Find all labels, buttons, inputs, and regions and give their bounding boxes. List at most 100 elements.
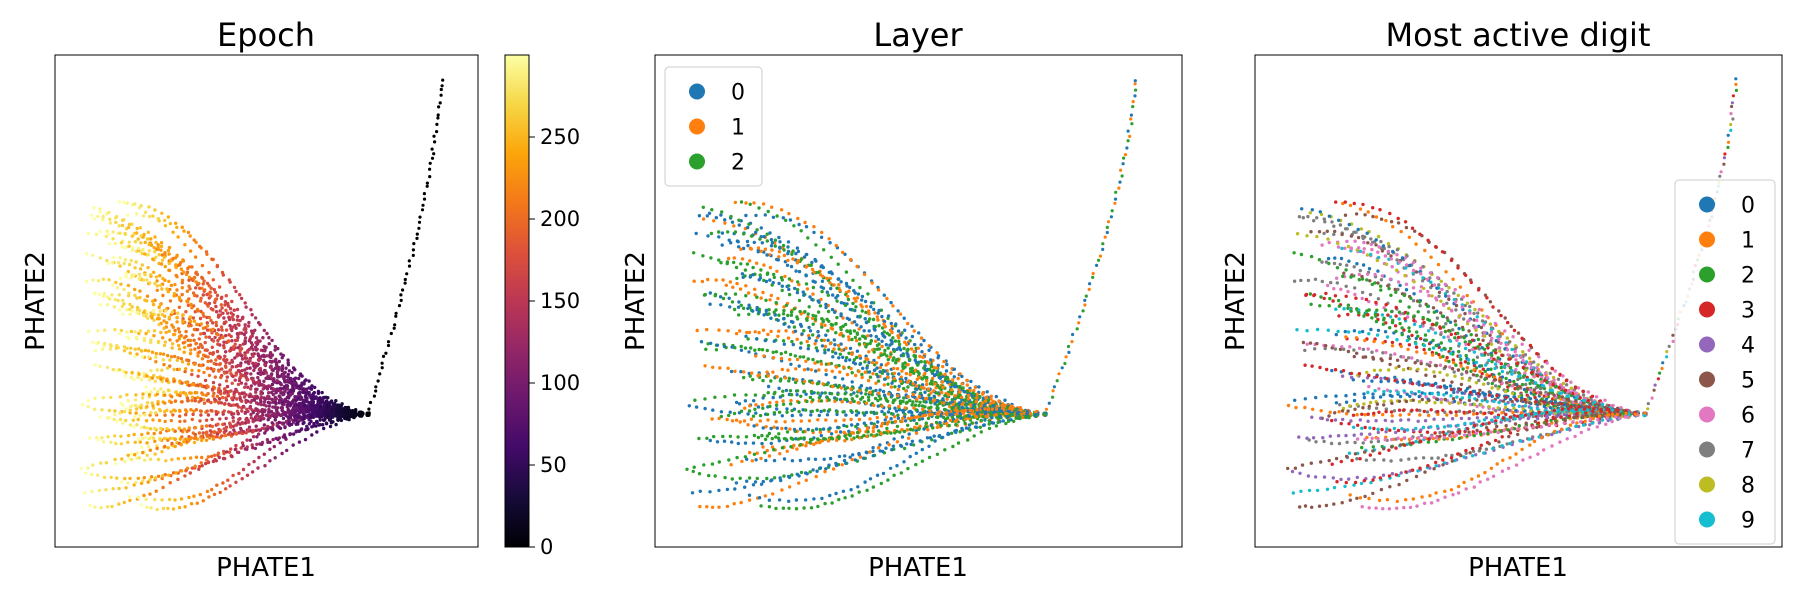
traj-layer-point [915, 387, 919, 391]
traj-epoch-point [126, 294, 131, 298]
traj-layer-point [826, 309, 831, 314]
traj-layer-point [952, 375, 956, 379]
traj-layer-point [940, 380, 945, 384]
traj-layer-point [965, 378, 969, 383]
traj-layer-point [868, 375, 873, 379]
traj-epoch-point [275, 365, 279, 369]
traj-epoch-point [161, 506, 166, 511]
traj-layer-point [827, 319, 831, 323]
traj-epoch-point [262, 354, 267, 359]
traj-epoch-point [115, 476, 119, 480]
traj-epoch-point [84, 252, 89, 256]
traj-epoch-point [237, 417, 241, 422]
traj-epoch-point [319, 412, 323, 416]
traj-epoch-point [343, 413, 348, 417]
traj-epoch-point [122, 500, 127, 505]
traj-epoch-point [156, 247, 160, 251]
traj-layer-point [899, 379, 903, 383]
traj-epoch-point [227, 432, 231, 436]
traj-layer-point [824, 418, 828, 422]
traj-epoch-point [274, 397, 278, 401]
traj-layer-point [780, 414, 784, 418]
traj-epoch-point [252, 368, 256, 373]
traj-epoch-point [251, 428, 255, 433]
traj-epoch-point [186, 398, 190, 403]
traj-epoch-point [299, 383, 304, 388]
traj-epoch-point [84, 279, 89, 284]
traj-layer-point [807, 333, 811, 338]
traj-epoch-point [167, 279, 171, 284]
traj-layer-point [747, 222, 751, 226]
traj-epoch-point [190, 368, 194, 373]
traj-layer-point [922, 366, 926, 370]
traj-epoch-point [121, 403, 125, 408]
traj-layer-point [740, 257, 745, 261]
traj-epoch-point [134, 480, 138, 485]
traj-epoch-point [141, 371, 146, 376]
traj-layer-point [921, 355, 925, 359]
traj-epoch-point [152, 270, 156, 274]
traj-layer-point [897, 336, 901, 340]
traj-layer-point [902, 386, 906, 391]
traj-epoch-point [197, 467, 201, 471]
traj-epoch-point [161, 485, 165, 490]
traj-epoch-point [257, 321, 261, 325]
traj-epoch-point [316, 410, 320, 415]
traj-epoch-arc-point [386, 343, 391, 348]
traj-epoch-point [180, 400, 184, 404]
traj-epoch-point [152, 431, 156, 436]
traj-epoch-point [139, 403, 144, 407]
traj-epoch-point [228, 307, 233, 311]
traj-layer-point [703, 364, 707, 368]
traj-layer-point [755, 337, 759, 341]
traj-layer-point [922, 338, 926, 343]
traj-epoch-point [198, 342, 203, 347]
traj-epoch-point [140, 349, 144, 353]
traj-epoch-point [261, 383, 266, 387]
traj-layer-point [857, 342, 862, 346]
traj-layer-point [890, 381, 894, 385]
traj-epoch-point [181, 270, 185, 274]
traj-epoch-point [86, 405, 90, 409]
traj-epoch-point [238, 364, 243, 368]
traj-epoch-point [96, 279, 101, 283]
traj-layer-point [847, 335, 851, 339]
traj-layer-point [889, 352, 893, 356]
traj-epoch-point [230, 339, 234, 343]
traj-epoch-point [170, 457, 174, 462]
traj-epoch-point [249, 416, 253, 420]
traj-epoch-point [230, 365, 235, 369]
traj-epoch-point [83, 491, 87, 495]
traj-layer-point [920, 350, 924, 354]
traj-epoch-point [166, 353, 170, 358]
traj-layer-point [849, 366, 853, 371]
traj-layer-point [781, 393, 785, 398]
colorbar [505, 55, 529, 547]
traj-epoch-point [273, 418, 277, 422]
traj-epoch-point [203, 354, 208, 358]
traj-layer-point [756, 405, 761, 409]
traj-layer-point [726, 230, 730, 234]
traj-layer-point [853, 362, 858, 366]
traj-layer-point [797, 400, 801, 405]
traj-epoch-point [128, 411, 132, 415]
traj-layer-point [929, 391, 933, 395]
traj-epoch-point [143, 298, 147, 302]
traj-layer-point [730, 220, 735, 224]
traj-epoch-point [93, 363, 98, 367]
traj-layer-point [718, 366, 722, 370]
traj-epoch-point [270, 372, 274, 376]
traj-epoch-point [182, 345, 187, 350]
traj-epoch-point [217, 401, 221, 405]
traj-layer-point [880, 404, 884, 408]
traj-epoch-point [293, 368, 297, 372]
traj-epoch-point [326, 401, 330, 405]
traj-layer-point [748, 374, 752, 378]
traj-epoch-point [247, 462, 251, 467]
traj-layer-point [890, 330, 894, 335]
traj-epoch-point [194, 271, 198, 275]
traj-epoch-point [79, 466, 83, 471]
traj-epoch-point [192, 276, 196, 281]
traj-epoch-point [101, 277, 106, 281]
traj-layer-point [925, 368, 929, 373]
